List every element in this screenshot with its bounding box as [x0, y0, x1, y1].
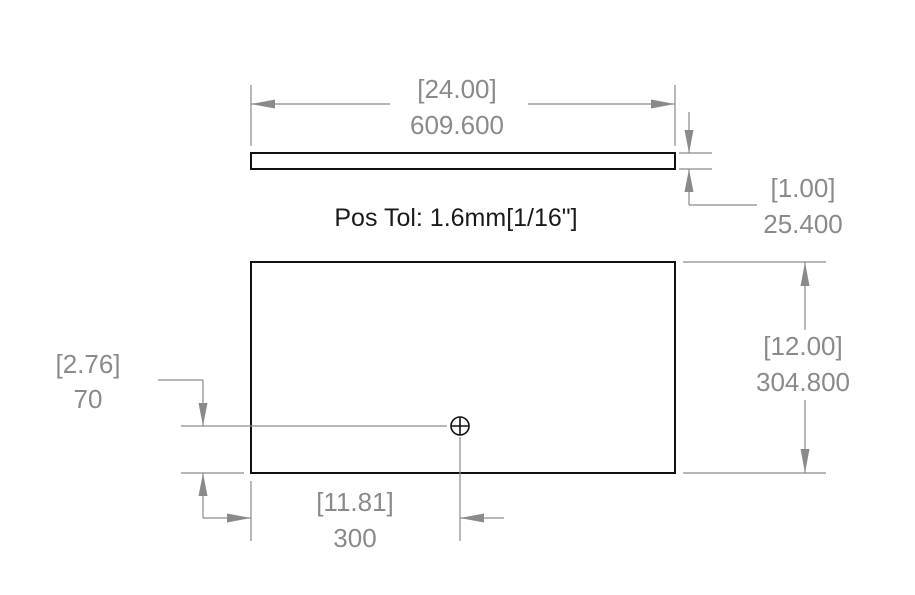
arrowhead-down: [198, 403, 208, 426]
arrowhead-left: [251, 99, 275, 109]
arrowhead-up: [684, 169, 694, 192]
arrowhead-down: [684, 130, 694, 153]
top-view: [250, 261, 676, 474]
plate-side-profile: [250, 152, 676, 170]
hole-horizontal-dimension: [11.81] 300: [203, 437, 504, 553]
arrowhead-down: [800, 449, 810, 473]
hole-vertical-dimension: [2.76] 70: [55, 349, 447, 518]
overall-width-mm: 304.800: [756, 367, 850, 397]
arrowhead-up: [198, 473, 208, 496]
thickness-mm: 25.400: [763, 209, 843, 239]
position-tolerance-note: Pos Tol: 1.6mm[1/16"]: [334, 204, 577, 232]
arrowhead-up: [800, 262, 810, 286]
plate-top-outline: [250, 261, 676, 474]
hole-vertical-mm: 70: [74, 384, 103, 414]
mounting-hole: [450, 416, 470, 436]
hole-vertical-inch: [2.76]: [55, 349, 120, 379]
overall-width-dimension: [12.00] 304.800: [683, 261, 850, 474]
thickness-inch: [1.00]: [770, 173, 835, 203]
hole-horizontal-mm: 300: [333, 523, 376, 553]
arrowhead-right: [651, 99, 675, 109]
thickness-dimension: [1.00] 25.400: [679, 112, 843, 239]
arrowhead-right: [227, 513, 251, 523]
side-view: [250, 152, 676, 170]
hole-horizontal-inch: [11.81]: [316, 487, 394, 517]
overall-length-dimension: [24.00] 609.600: [250, 74, 676, 146]
overall-width-inch: [12.00]: [763, 331, 843, 361]
overall-length-mm: 609.600: [410, 110, 504, 140]
arrowhead-left: [460, 513, 484, 523]
overall-length-inch: [24.00]: [417, 74, 497, 104]
